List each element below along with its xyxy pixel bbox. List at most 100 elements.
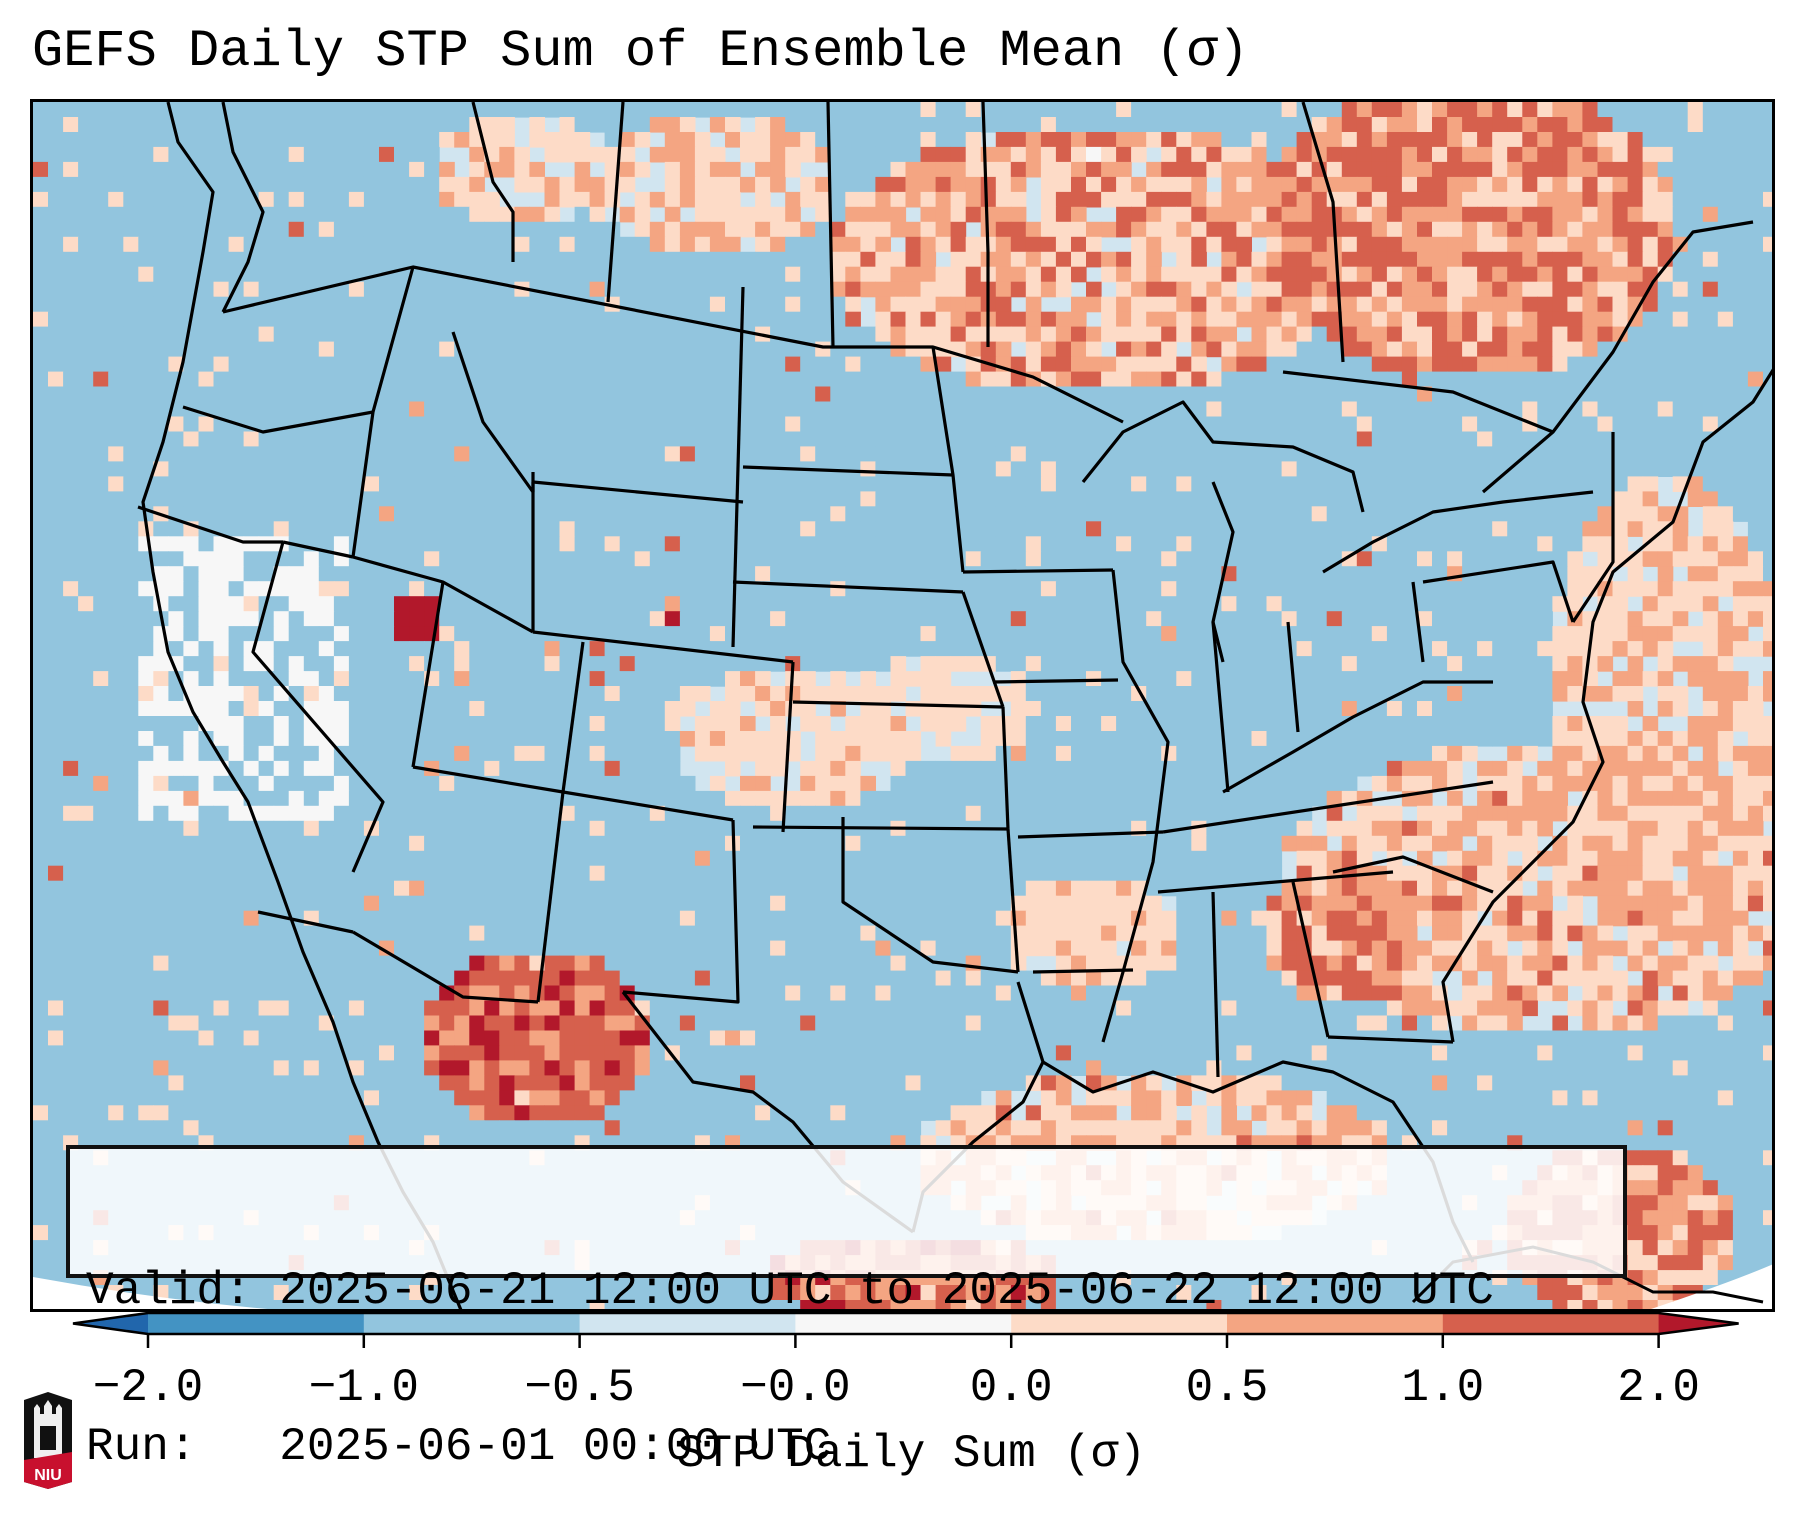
heatmap-cell: [574, 745, 591, 762]
heatmap-cell: [1732, 236, 1749, 253]
heatmap-cell: [1356, 506, 1373, 522]
heatmap-cell: [183, 581, 199, 597]
heatmap-cell: [363, 341, 380, 358]
heatmap-cell: [559, 176, 576, 193]
heatmap-cell: [1371, 491, 1388, 507]
heatmap-cell: [1326, 581, 1343, 597]
heatmap-cell: [1040, 536, 1057, 552]
heatmap-cell: [1672, 176, 1689, 193]
heatmap-cell: [1251, 566, 1268, 582]
heatmap-cell: [1236, 731, 1252, 747]
heatmap-cell: [1642, 671, 1659, 687]
heatmap-cell: [63, 461, 79, 477]
heatmap-cell: [1086, 596, 1102, 612]
heatmap-cell: [1732, 716, 1749, 732]
heatmap-cell: [1326, 641, 1343, 657]
heatmap-cell: [1627, 251, 1644, 268]
heatmap-cell: [243, 161, 260, 178]
heatmap-cell: [1702, 102, 1719, 118]
heatmap-cell: [1477, 521, 1493, 537]
heatmap-cell: [1356, 716, 1373, 732]
heatmap-cell: [78, 745, 94, 762]
heatmap-cell: [1236, 146, 1252, 163]
heatmap-cell: [1266, 341, 1283, 358]
heatmap-cell: [499, 117, 515, 133]
heatmap-cell: [1341, 176, 1358, 193]
heatmap-cell: [619, 566, 636, 582]
heatmap-cell: [950, 117, 967, 133]
heatmap-cell: [469, 551, 485, 567]
heatmap-cell: [409, 581, 425, 597]
heatmap-cell: [920, 401, 937, 418]
heatmap-cell: [258, 641, 275, 657]
heatmap-cell: [1401, 221, 1418, 238]
heatmap-cell: [679, 611, 696, 627]
heatmap-cell: [1071, 191, 1087, 208]
heatmap-cell: [198, 296, 215, 313]
heatmap-cell: [965, 686, 982, 702]
heatmap-cell: [890, 596, 907, 612]
heatmap-cell: [1055, 566, 1072, 582]
heatmap-cell: [1221, 206, 1237, 223]
heatmap-cell: [1040, 221, 1057, 238]
heatmap-cell: [935, 641, 952, 657]
heatmap-cell: [694, 401, 711, 418]
heatmap-cell: [1101, 536, 1117, 552]
heatmap-cell: [1717, 371, 1734, 388]
heatmap-cell: [1040, 161, 1057, 178]
heatmap-cell: [559, 326, 576, 343]
heatmap-cell: [1492, 701, 1508, 717]
heatmap-cell: [1266, 431, 1283, 448]
heatmap-cell: [1687, 386, 1704, 403]
heatmap-cell: [694, 206, 711, 223]
heatmap-cell: [499, 596, 515, 612]
heatmap-cell: [1657, 236, 1674, 253]
heatmap-cell: [213, 551, 230, 567]
heatmap-cell: [935, 117, 952, 133]
heatmap-cell: [725, 281, 741, 298]
heatmap-cell: [273, 656, 290, 672]
heatmap-cell: [589, 745, 606, 762]
heatmap-cell: [168, 760, 184, 777]
heatmap-cell: [755, 132, 771, 148]
heatmap-cell: [333, 132, 350, 148]
heatmap-cell: [1401, 656, 1418, 672]
heatmap-cell: [1266, 296, 1283, 313]
heatmap-cell: [1356, 386, 1373, 403]
heatmap-cell: [1025, 521, 1042, 537]
heatmap-cell: [439, 446, 455, 462]
heatmap-cell: [288, 521, 305, 537]
heatmap-cell: [1055, 371, 1072, 388]
heatmap-cell: [48, 716, 64, 732]
heatmap-cell: [679, 132, 696, 148]
heatmap-cell: [770, 266, 786, 283]
heatmap-cell: [243, 566, 260, 582]
heatmap-cell: [1763, 626, 1772, 642]
heatmap-cell: [1462, 416, 1478, 433]
heatmap-cell: [1552, 536, 1568, 552]
heatmap-cell: [1477, 551, 1493, 567]
heatmap-cell: [679, 416, 696, 433]
heatmap-cell: [348, 641, 365, 657]
heatmap-cell: [1116, 191, 1132, 208]
heatmap-cell: [980, 521, 997, 537]
heatmap-cell: [1341, 117, 1358, 133]
heatmap-cell: [228, 521, 245, 537]
heatmap-cell: [679, 656, 696, 672]
heatmap-cell: [1221, 611, 1237, 627]
heatmap-cell: [1747, 266, 1764, 283]
heatmap-cell: [348, 476, 365, 492]
heatmap-cell: [1702, 476, 1719, 492]
heatmap-cell: [484, 206, 500, 223]
heatmap-cell: [1266, 102, 1283, 118]
heatmap-cell: [303, 102, 320, 118]
heatmap-cell: [1732, 461, 1749, 477]
heatmap-cell: [78, 356, 94, 373]
heatmap-cell: [499, 296, 515, 313]
heatmap-cell: [1401, 206, 1418, 223]
heatmap-cell: [33, 416, 49, 433]
heatmap-cell: [123, 671, 139, 687]
heatmap-cell: [755, 176, 771, 193]
heatmap-cell: [755, 521, 771, 537]
heatmap-cell: [63, 521, 79, 537]
